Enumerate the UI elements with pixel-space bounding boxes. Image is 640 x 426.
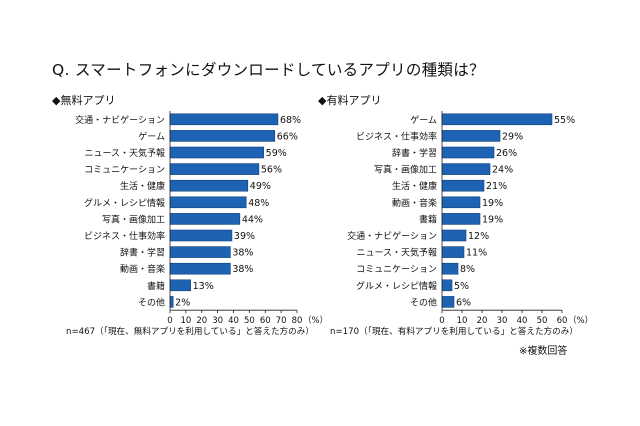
value-label: 5%: [454, 281, 469, 292]
paid-apps-sample-note: n=170（「現在、有料アプリを利用している」と答えた方のみ）: [330, 327, 578, 337]
category-label: ゲーム: [138, 130, 165, 142]
category-label: ニュース・天気予報: [84, 147, 165, 159]
bar: [441, 146, 495, 159]
value-label: 59%: [266, 148, 287, 159]
bar: [441, 262, 459, 275]
paid-apps-chart: ゲーム 55% ビジネス・仕事効率 29% 辞書・学習 26% 写真・画像加工 24% 生活・健…: [347, 111, 593, 326]
category-label: グルメ・レシピ情報: [356, 280, 437, 292]
x-tick-label: 10: [457, 316, 468, 326]
bar: [441, 196, 481, 209]
paid-apps-heading: ◆有料アプリ: [318, 94, 382, 107]
bar: [441, 246, 465, 258]
x-axis-unit: （%）: [568, 315, 593, 326]
bar: [169, 146, 264, 159]
free-apps-heading: ◆無料アプリ: [52, 94, 116, 107]
category-label: 書籍: [147, 280, 165, 292]
value-label: 2%: [175, 297, 190, 308]
x-tick-label: 40: [517, 316, 528, 326]
question-title: Q. スマートフォンにダウンロードしているアプリの種類は？: [52, 61, 485, 79]
bar: [169, 279, 191, 292]
category-label: その他: [410, 296, 437, 308]
category-label: 写真・画像加工: [102, 213, 165, 225]
bar: [441, 163, 491, 175]
value-label: 39%: [234, 231, 255, 242]
value-label: 38%: [232, 248, 253, 259]
category-label: ビジネス・仕事効率: [356, 130, 437, 142]
value-label: 19%: [482, 198, 503, 209]
bar: [169, 296, 174, 308]
free-apps-chart: 交通・ナビゲーション 68% ゲーム 66% ニュース・天気予報 59% コミュニケーション…: [75, 111, 328, 326]
category-label: コミュニケーション: [356, 264, 437, 275]
x-tick-label: 50: [244, 316, 255, 326]
value-label: 11%: [466, 248, 487, 259]
free-apps-sample-note: n=467（「現在、無料アプリを利用している」と答えた方のみ）: [66, 327, 314, 337]
bar: [441, 113, 553, 126]
x-tick-label: 60: [557, 316, 568, 326]
category-label: 生活・健康: [392, 180, 437, 192]
x-tick-label: 0: [439, 316, 444, 326]
x-axis-unit: （%）: [303, 315, 328, 326]
value-label: 6%: [456, 297, 471, 308]
x-tick-label: 20: [196, 316, 207, 326]
x-tick-label: 50: [537, 316, 548, 326]
value-label: 48%: [248, 198, 269, 209]
bar: [441, 179, 485, 192]
value-label: 38%: [232, 264, 253, 275]
x-tick-label: 70: [276, 316, 287, 326]
category-label: 辞書・学習: [120, 247, 165, 259]
value-label: 19%: [482, 214, 503, 225]
category-label: コミュニケーション: [84, 165, 165, 176]
bar: [441, 130, 501, 142]
value-label: 44%: [242, 214, 263, 225]
category-label: ニュース・天気予報: [356, 247, 437, 259]
bar: [169, 113, 279, 126]
category-label: 交通・ナビゲーション: [347, 230, 437, 242]
x-tick-label: 60: [260, 316, 271, 326]
bar: [441, 229, 467, 242]
value-label: 26%: [496, 148, 517, 159]
x-tick-label: 40: [228, 316, 239, 326]
category-label: ビジネス・仕事効率: [84, 230, 165, 242]
bar: [169, 262, 231, 275]
value-label: 21%: [486, 181, 507, 192]
multiple-answer-note: ※複数回答: [519, 346, 568, 357]
value-label: 56%: [261, 165, 282, 176]
bar: [169, 246, 231, 258]
value-label: 66%: [277, 131, 298, 142]
value-label: 13%: [193, 281, 214, 292]
value-label: 55%: [554, 115, 575, 126]
value-label: 8%: [460, 264, 475, 275]
category-label: 動画・音楽: [120, 263, 165, 275]
bar: [169, 229, 233, 242]
category-label: グルメ・レシピ情報: [84, 197, 165, 209]
bar: [441, 279, 453, 292]
category-label: 動画・音楽: [392, 197, 437, 209]
x-tick-label: 20: [477, 316, 488, 326]
bar: [169, 163, 260, 175]
category-label: 交通・ナビゲーション: [75, 114, 165, 126]
value-label: 24%: [492, 165, 513, 176]
value-label: 12%: [468, 231, 489, 242]
x-tick-label: 30: [212, 316, 223, 326]
bar: [169, 196, 247, 209]
category-label: ゲーム: [410, 114, 437, 126]
category-label: その他: [138, 296, 165, 308]
bar: [441, 213, 481, 225]
value-label: 49%: [250, 181, 271, 192]
bar: [169, 179, 249, 192]
x-tick-label: 0: [167, 316, 172, 326]
category-label: 写真・画像加工: [374, 164, 437, 176]
value-label: 68%: [280, 115, 301, 126]
bar: [441, 296, 455, 308]
category-label: 書籍: [419, 213, 437, 225]
bar: [169, 130, 276, 142]
category-label: 生活・健康: [120, 180, 165, 192]
value-label: 29%: [502, 131, 523, 142]
bar: [169, 213, 241, 225]
x-tick-label: 80: [292, 316, 303, 326]
x-tick-label: 30: [497, 316, 508, 326]
x-tick-label: 10: [180, 316, 191, 326]
category-label: 辞書・学習: [392, 147, 437, 159]
